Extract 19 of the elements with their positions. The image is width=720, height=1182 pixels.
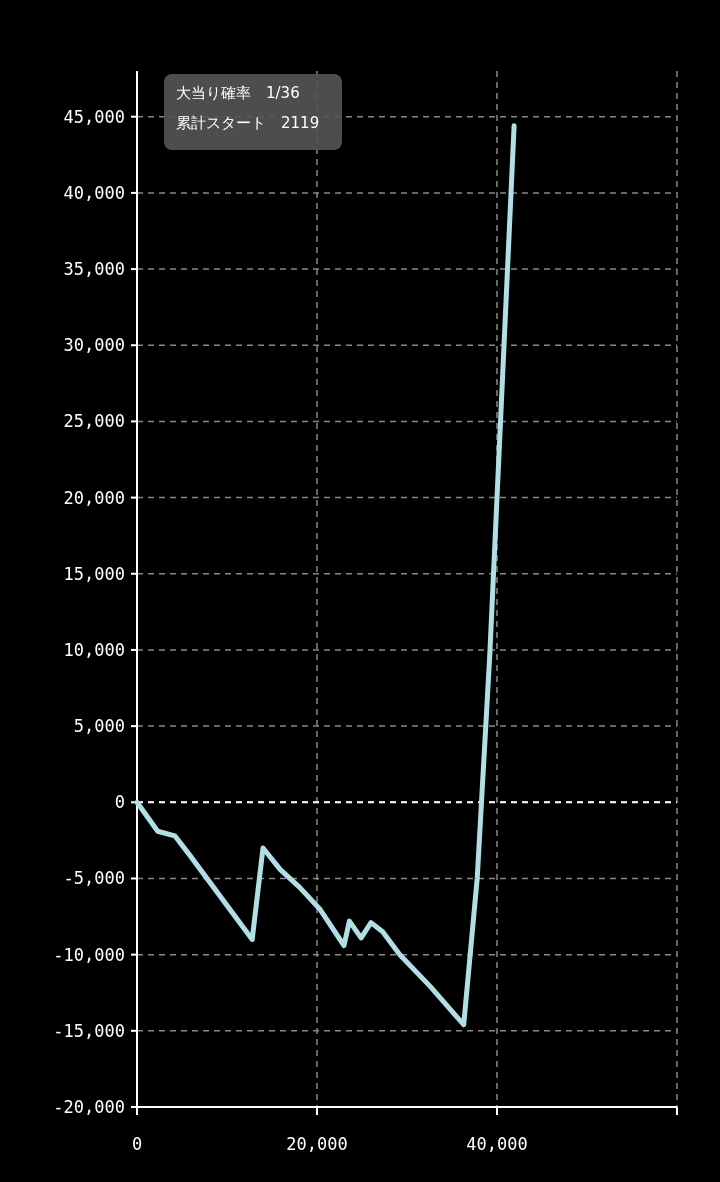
y-tick-label: 15,000 (63, 563, 125, 584)
x-tick-label: 20,000 (286, 1134, 348, 1154)
y-tick-label: -10,000 (53, 944, 125, 965)
y-tick-label: 35,000 (63, 259, 125, 280)
y-tick-label: -5,000 (63, 868, 125, 889)
y-tick-label: 25,000 (63, 411, 125, 432)
x-tick-label: 40,000 (466, 1134, 528, 1154)
y-tick-label: 45,000 (63, 106, 125, 127)
y-tick-label: 0 (114, 792, 125, 813)
annotation: 大当り確率 1/36 (176, 84, 300, 102)
annotation: 累計スタート 2119 (176, 114, 320, 132)
y-tick-label: 5,000 (73, 716, 125, 737)
x-tick-label: 0 (131, 1134, 143, 1154)
y-tick-label: 20,000 (63, 487, 125, 508)
y-tick-label: -20,000 (53, 1097, 125, 1117)
y-tick-label: -15,000 (53, 1020, 125, 1041)
y-tick-label: 30,000 (63, 335, 125, 356)
y-tick-label: 10,000 (63, 639, 125, 660)
y-tick-label: 40,000 (63, 182, 125, 203)
